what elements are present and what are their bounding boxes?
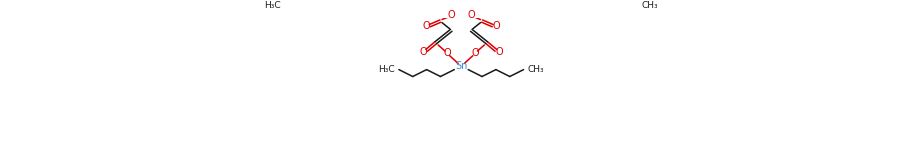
Text: CH₃: CH₃ xyxy=(527,65,544,74)
Text: Sn: Sn xyxy=(455,61,467,71)
Text: O: O xyxy=(492,21,500,32)
Text: O: O xyxy=(444,48,451,58)
Text: O: O xyxy=(472,48,479,58)
Text: H₃C: H₃C xyxy=(378,65,395,74)
Text: O: O xyxy=(495,47,503,57)
Text: H₃C: H₃C xyxy=(265,1,281,10)
Text: CH₃: CH₃ xyxy=(642,1,658,10)
Text: O: O xyxy=(467,10,475,20)
Text: O: O xyxy=(423,21,430,32)
Text: O: O xyxy=(447,10,455,20)
Text: O: O xyxy=(419,47,428,57)
